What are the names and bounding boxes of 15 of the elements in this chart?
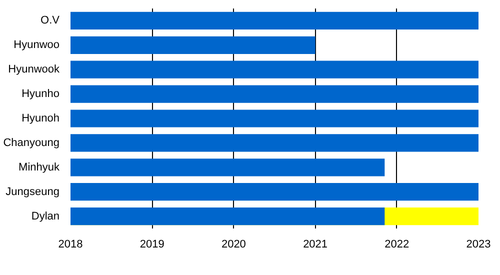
x-tick-label: 2020 (221, 238, 246, 250)
y-tick-label: Chanyoung (3, 136, 60, 149)
y-tick-label: Hyunoh (22, 112, 60, 124)
x-tick-label: 2019 (140, 238, 164, 250)
y-tick-label: Hyunwook (8, 64, 60, 76)
y-tick-label: Hyunho (22, 88, 60, 100)
x-tick-label: 2021 (303, 238, 328, 250)
x-tick-label: 2022 (384, 238, 410, 250)
y-tick-label: Minhyuk (18, 161, 60, 174)
x-tick-label: 2018 (58, 238, 83, 250)
y-tick-label: Jungseung (6, 186, 60, 198)
x-tick-label: 2023 (466, 238, 491, 250)
y-tick-label: O.V (40, 14, 60, 27)
y-tick-label: Dylan (31, 210, 60, 222)
y-tick-label: Hyunwoo (14, 39, 60, 52)
